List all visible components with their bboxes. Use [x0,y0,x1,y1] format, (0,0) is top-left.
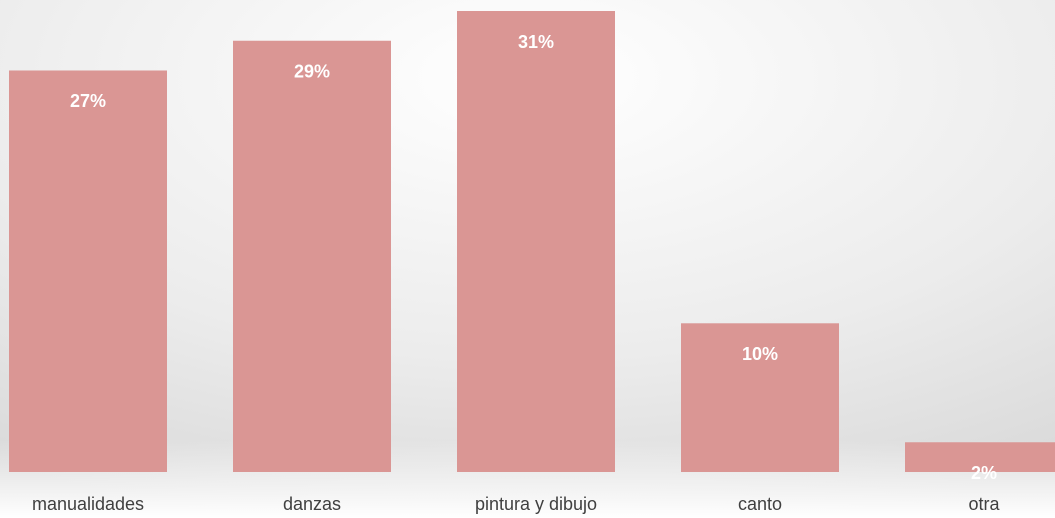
x-tick-label: otra [968,494,1000,514]
bar [681,323,839,472]
x-tick-label: danzas [283,494,341,514]
x-tick-label: manualidades [32,494,144,514]
bar [9,70,167,472]
x-tick-label: canto [738,494,782,514]
bar [905,442,1055,472]
x-tick-label: pintura y dibujo [475,494,597,514]
value-label: 2% [971,463,997,483]
value-label: 10% [742,344,778,364]
value-label: 29% [294,61,330,81]
bar [233,40,391,472]
value-label: 27% [70,91,106,111]
value-label: 31% [518,32,554,52]
bar [457,11,615,472]
